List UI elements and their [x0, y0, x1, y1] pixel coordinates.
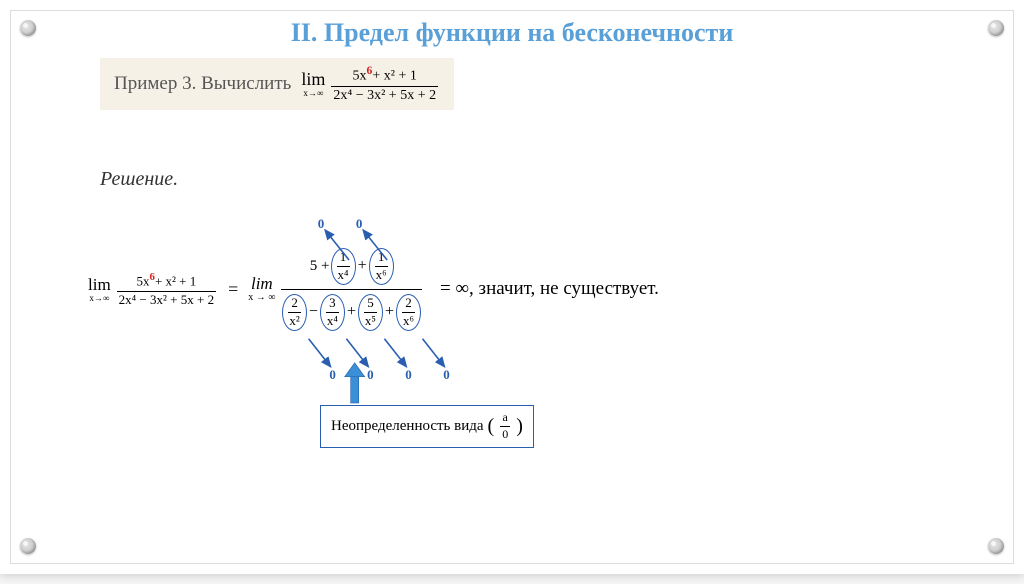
corner-pin-icon [20, 538, 36, 554]
equals-sign: = [228, 279, 238, 300]
circled-term: 1x⁴ [331, 248, 356, 285]
conclusion-text: = ∞, значит, не существует. [432, 278, 659, 300]
limit-expression-step1: lim x→∞ 5x6+ x² + 1 2x⁴ − 3x² + 5x + 2 [88, 271, 218, 307]
indeterminate-label: Неопределенность вида [331, 418, 484, 435]
denominator-row: 2x² − 3x⁴ + 5x⁵ + 2x⁶ [281, 292, 422, 333]
leading-term: 5 + [310, 258, 330, 275]
slide: II. Предел функции на бесконечности Прим… [0, 0, 1024, 574]
svg-text:0: 0 [405, 367, 412, 382]
circled-term: 3x⁴ [320, 294, 345, 331]
limit-expression-step2: lim x → ∞ 5 + 1x⁴ + 1x⁶ 2x² − 3x⁴ + 5x⁵ … [248, 246, 422, 333]
big-fraction: 5 + 1x⁴ + 1x⁶ 2x² − 3x⁴ + 5x⁵ + 2x⁶ [281, 246, 422, 333]
svg-text:0: 0 [329, 367, 336, 382]
solution-label: Решение. [100, 168, 178, 191]
fraction: a 0 [498, 411, 512, 442]
circled-term: 1x⁶ [369, 248, 394, 285]
svg-text:0: 0 [367, 367, 374, 382]
svg-text:0: 0 [356, 216, 363, 231]
limit-expression: lim x→∞ 5x6+ x² + 1 2x⁴ − 3x² + 5x + 2 [301, 64, 440, 104]
indeterminate-box: Неопределенность вида ( a 0 ) [320, 405, 534, 448]
fraction: 5x6+ x² + 1 2x⁴ − 3x² + 5x + 2 [329, 64, 440, 104]
svg-text:0: 0 [443, 367, 450, 382]
corner-pin-icon [988, 20, 1004, 36]
circled-term: 5x⁵ [358, 294, 383, 331]
numerator-row: 5 + 1x⁴ + 1x⁶ [306, 246, 398, 287]
circled-term: 2x² [282, 294, 306, 331]
example-box: Пример 3. Вычислить lim x→∞ 5x6+ x² + 1 … [100, 58, 454, 110]
lim-symbol: lim x→∞ [88, 276, 111, 303]
lim-symbol: lim x→∞ [301, 70, 325, 98]
corner-pin-icon [20, 20, 36, 36]
fraction: 5x6+ x² + 1 2x⁴ − 3x² + 5x + 2 [115, 271, 218, 307]
lim-symbol: lim x → ∞ [248, 275, 275, 303]
circled-term: 2x⁶ [396, 294, 421, 331]
equation-row: lim x→∞ 5x6+ x² + 1 2x⁴ − 3x² + 5x + 2 =… [88, 246, 659, 333]
corner-pin-icon [988, 538, 1004, 554]
example-label: Пример 3. Вычислить [114, 73, 291, 95]
svg-text:0: 0 [318, 216, 325, 231]
page-title: II. Предел функции на бесконечности [10, 10, 1014, 48]
